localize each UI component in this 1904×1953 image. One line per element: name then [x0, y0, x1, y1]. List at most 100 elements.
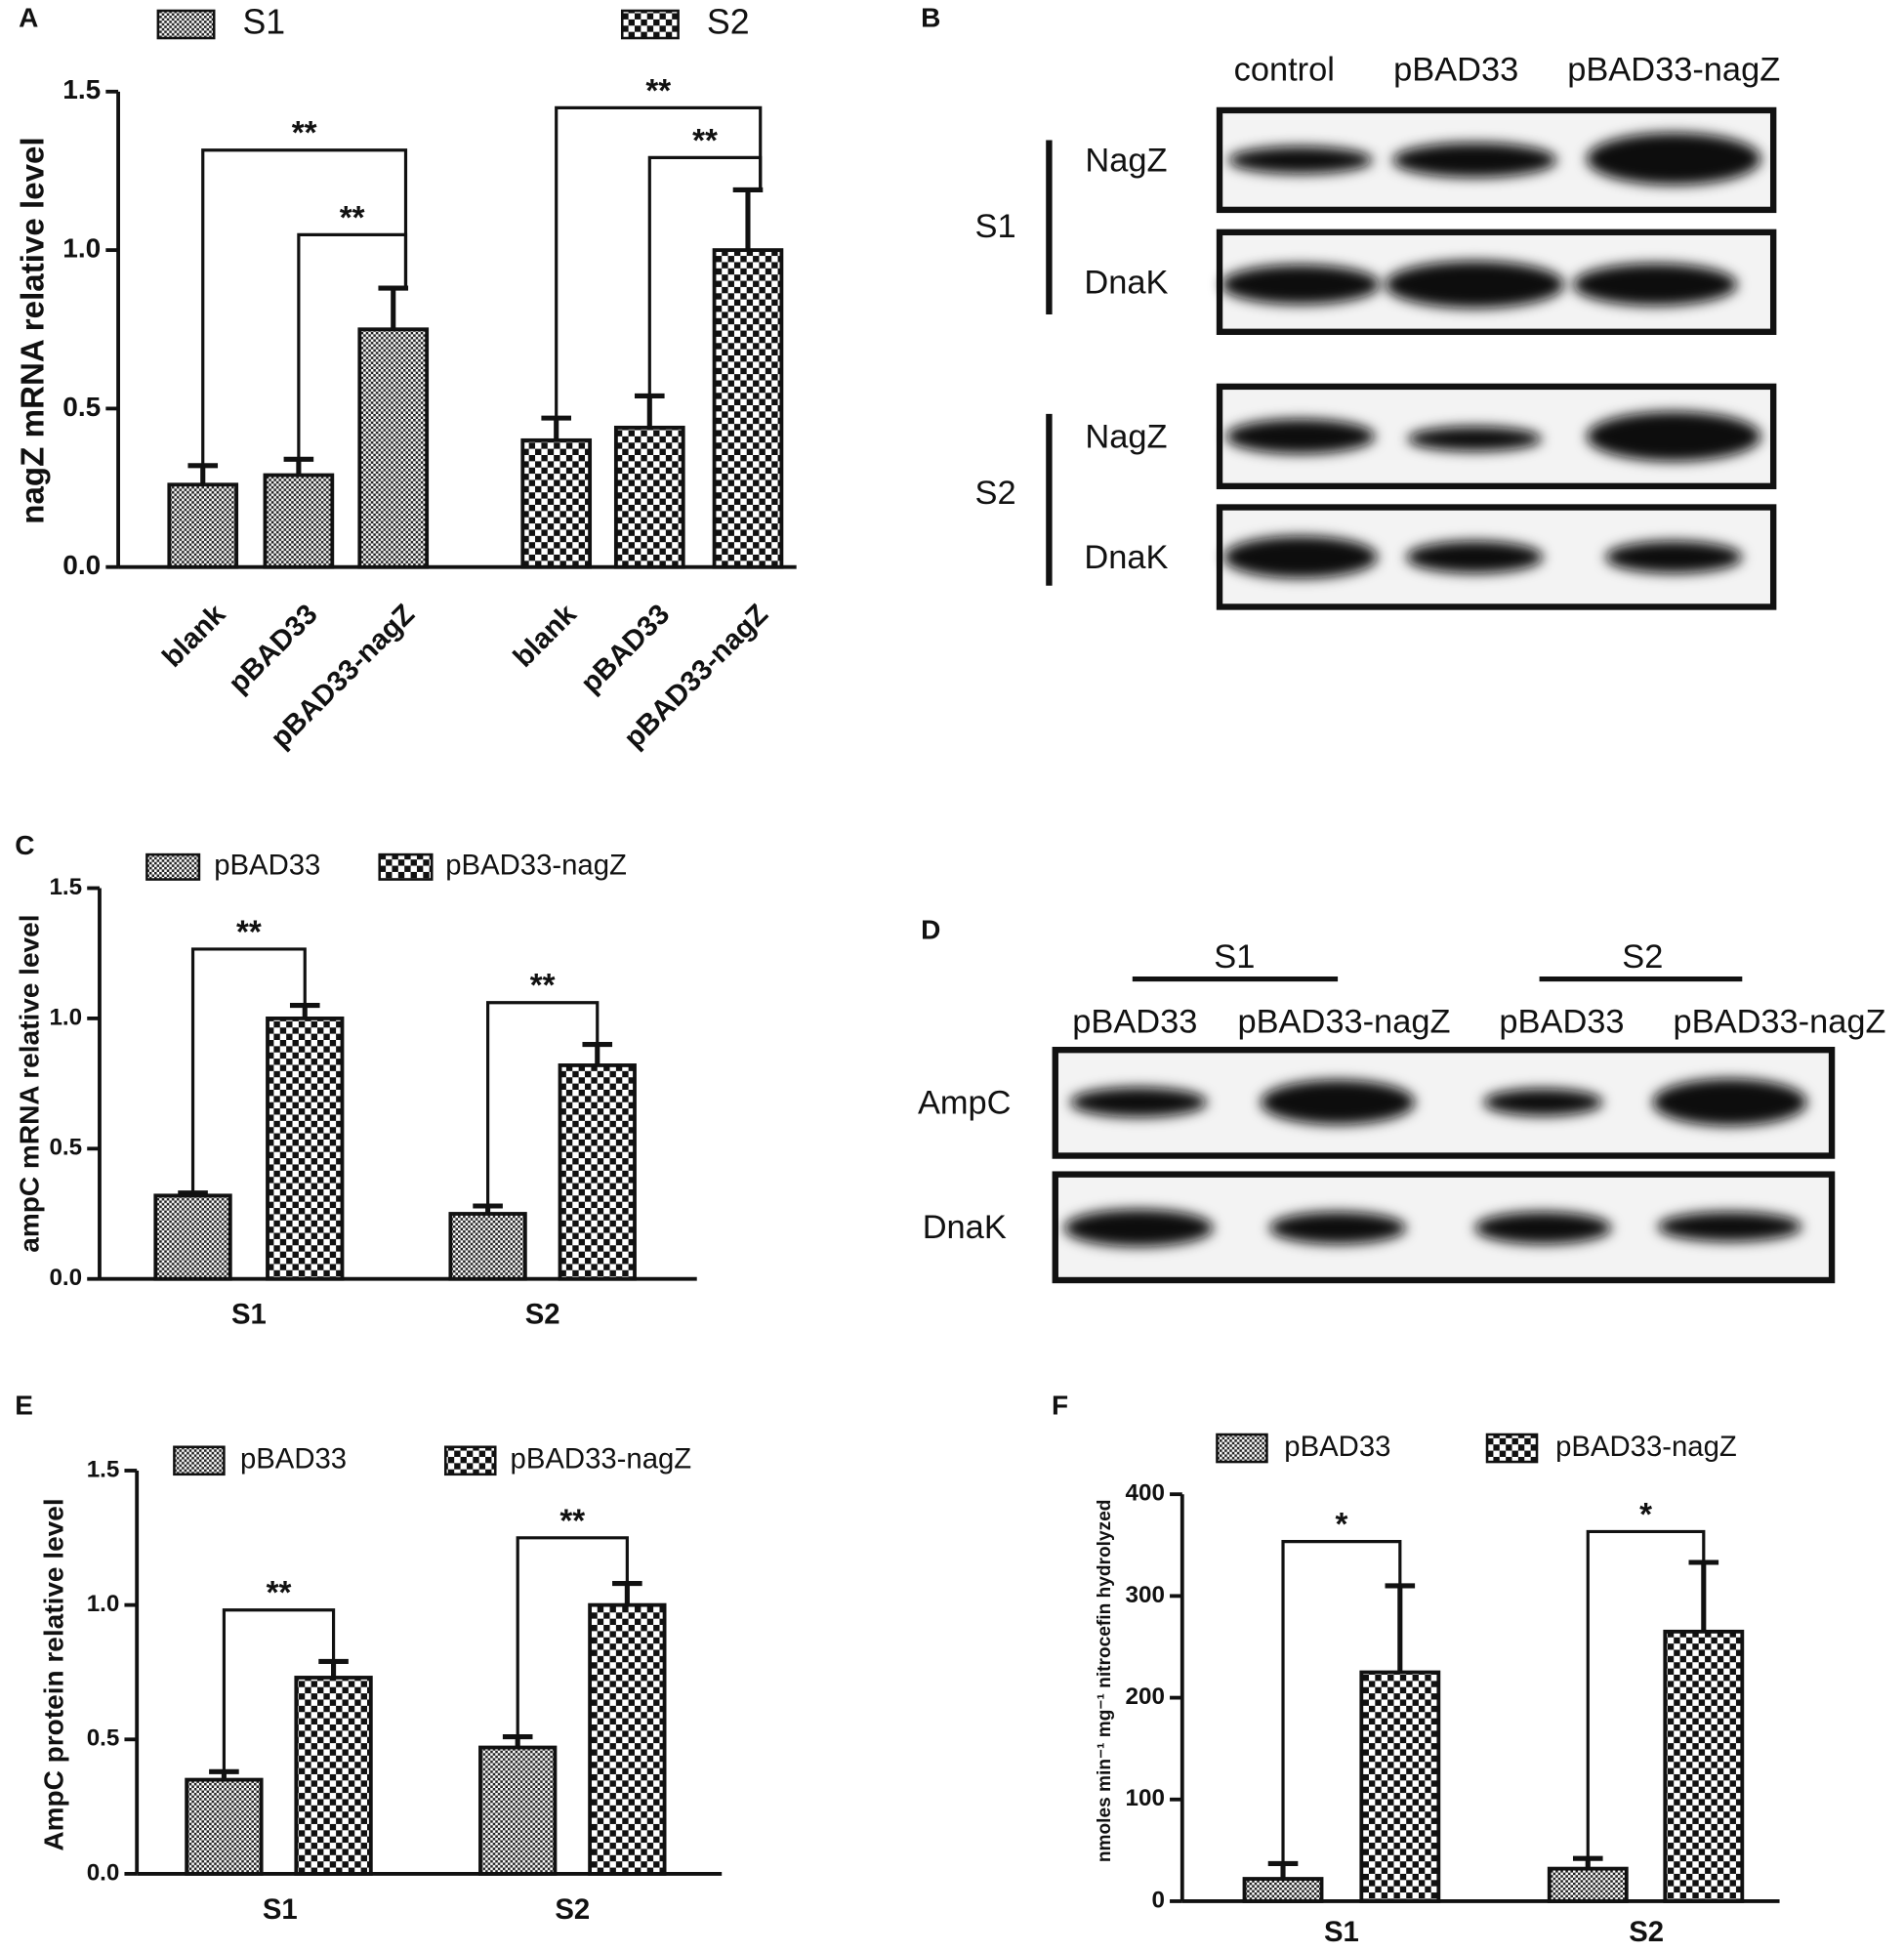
y-tick-label: 1.0 — [62, 233, 101, 264]
significance-bracket — [555, 105, 763, 419]
bar — [294, 1676, 373, 1876]
bar — [712, 248, 784, 569]
y-tick-label: 1.5 — [49, 874, 82, 900]
blot-band — [1407, 426, 1543, 452]
row-label: NagZ — [1085, 419, 1167, 456]
lane-label: pBAD33 — [1072, 1004, 1197, 1041]
legend-swatch — [156, 9, 216, 40]
error-bar — [283, 456, 314, 476]
legend-swatch — [1216, 1433, 1268, 1464]
significance-bracket — [297, 232, 408, 460]
y-tick-label: 0.0 — [87, 1859, 120, 1886]
y-tick-label: 400 — [1126, 1480, 1165, 1507]
y-tick-label: 0.5 — [49, 1135, 82, 1161]
significance-bracket — [516, 1536, 629, 1737]
error-bar — [732, 187, 764, 251]
error-bar — [1688, 1559, 1719, 1632]
y-tick-label: 0.0 — [49, 1265, 82, 1291]
bar — [153, 1193, 232, 1281]
panel-label: D — [921, 915, 940, 945]
significance-label: * — [1639, 1497, 1652, 1533]
y-tick-label: 200 — [1126, 1683, 1165, 1710]
y-tick-label: 0 — [1151, 1887, 1164, 1913]
blot-band — [1572, 263, 1738, 307]
y-tick-label: 0.5 — [62, 392, 101, 422]
y-tick-label: 0.5 — [87, 1725, 120, 1752]
significance-bracket — [201, 148, 408, 466]
legend-swatch — [145, 852, 201, 881]
error-bar — [635, 393, 665, 428]
legend-swatch — [620, 9, 680, 40]
lane-label: pBAD33-nagZ — [1567, 52, 1780, 89]
significance-label: ** — [530, 968, 556, 1004]
significance-label: * — [1335, 1507, 1347, 1543]
legend-swatch — [444, 1445, 497, 1476]
x-tick-label: blank — [507, 598, 583, 674]
legend-label: pBAD33-nagZ — [445, 850, 627, 882]
bar — [185, 1777, 264, 1876]
bar — [357, 327, 430, 569]
significance-label: ** — [559, 1503, 585, 1539]
panel-label: B — [921, 2, 940, 32]
blot-band — [1587, 411, 1761, 462]
significance-label: ** — [645, 73, 671, 109]
y-axis-label: AmpC protein relative level — [39, 1498, 69, 1850]
lane-label: pBAD33-nagZ — [1674, 1004, 1886, 1041]
group-label: S1 — [975, 208, 1016, 245]
panel-label: E — [15, 1390, 33, 1420]
bar — [1547, 1866, 1629, 1903]
significance-bracket — [190, 947, 307, 1193]
bar — [613, 425, 685, 569]
y-axis-label: ampC mRNA relative level — [14, 915, 44, 1253]
legend-label: S1 — [243, 2, 286, 41]
significance-bracket — [222, 1608, 336, 1772]
group-label: S2 — [975, 475, 1016, 512]
panel-label: F — [1052, 1390, 1068, 1420]
blot-band — [1225, 419, 1376, 454]
bar — [1663, 1629, 1745, 1903]
significance-label: ** — [292, 115, 317, 151]
legend-label: pBAD33-nagZ — [511, 1443, 692, 1475]
row-label: DnaK — [1084, 264, 1168, 301]
y-tick-label: 1.5 — [87, 1456, 120, 1482]
blot-band — [1657, 1211, 1802, 1242]
x-tick-label: S2 — [555, 1893, 590, 1926]
lane-label: control — [1234, 52, 1335, 89]
lane-label: pBAD33-nagZ — [1237, 1004, 1450, 1041]
significance-label: ** — [267, 1575, 292, 1611]
blot-band — [1474, 1211, 1612, 1245]
x-tick-label: S1 — [231, 1299, 267, 1331]
legend-swatch — [173, 1445, 226, 1476]
significance-label: ** — [236, 914, 262, 950]
y-tick-label: 100 — [1126, 1785, 1165, 1811]
x-tick-label: S2 — [1629, 1916, 1664, 1948]
significance-bracket — [647, 155, 763, 396]
error-bar — [378, 285, 409, 330]
blot-band — [1261, 1079, 1416, 1125]
bar — [263, 473, 335, 569]
panel-label: A — [19, 2, 38, 32]
significance-label: ** — [692, 123, 718, 159]
bar — [167, 482, 239, 569]
x-tick-label: S2 — [525, 1299, 560, 1331]
significance-bracket — [1586, 1529, 1706, 1859]
lane-label: pBAD33 — [1393, 52, 1518, 89]
error-bar — [1267, 1860, 1299, 1880]
bar — [266, 1016, 345, 1281]
row-label: DnaK — [923, 1209, 1007, 1246]
bar — [558, 1063, 637, 1281]
blot-band — [1269, 1211, 1407, 1245]
blot-band — [1587, 132, 1761, 186]
blot-band — [1605, 540, 1743, 574]
error-bar — [582, 1042, 613, 1065]
y-tick-label: 1.0 — [87, 1591, 120, 1617]
row-label: AmpC — [918, 1084, 1012, 1121]
bar — [520, 437, 593, 569]
error-bar — [318, 1658, 349, 1678]
lane-label: pBAD33 — [1499, 1004, 1624, 1041]
legend-label: pBAD33 — [240, 1443, 347, 1475]
x-tick-label: pBAD33 — [223, 598, 324, 699]
row-label: DnaK — [1084, 539, 1168, 576]
